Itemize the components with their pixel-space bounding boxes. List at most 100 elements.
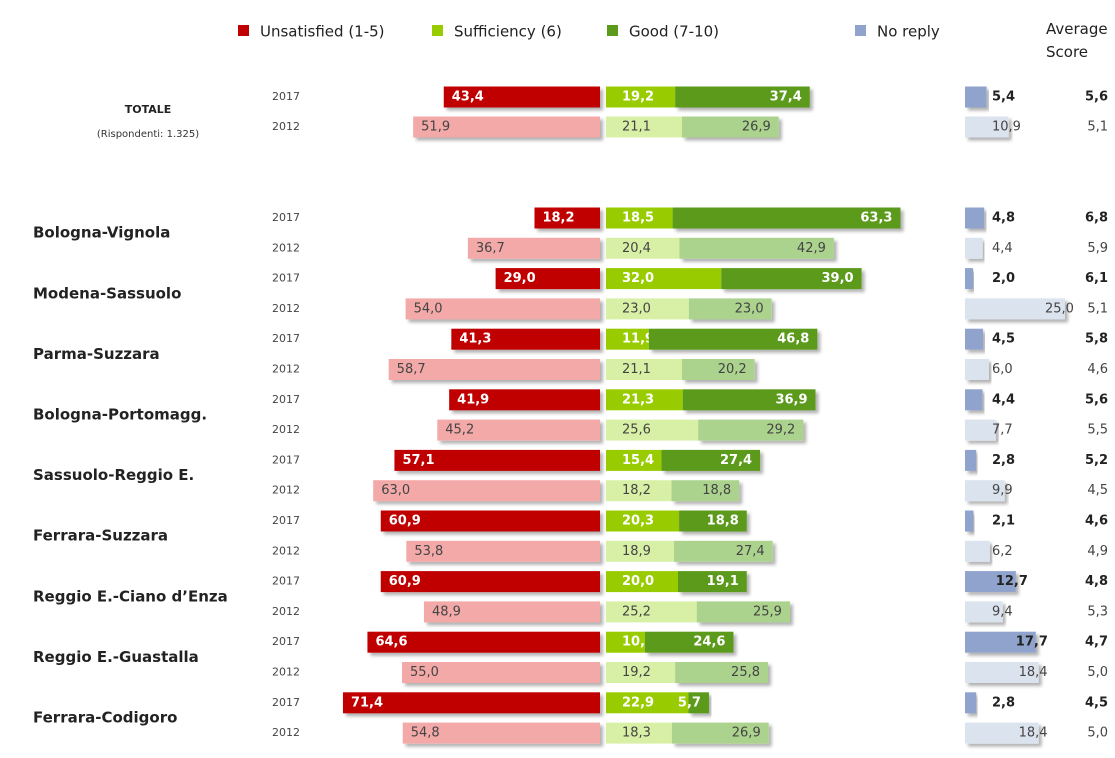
legend-label: Unsatisfied (1-5) xyxy=(260,23,385,41)
group-note: (Rispondenti: 1.325) xyxy=(97,129,199,140)
value-label: 32,0 xyxy=(622,271,654,286)
bar xyxy=(449,389,600,411)
group-label: Reggio E.-Guastalla xyxy=(33,648,199,666)
year-label: 2017 xyxy=(272,696,300,709)
bar xyxy=(965,86,987,108)
value-label: 43,4 xyxy=(452,90,484,105)
value-label: 10,9 xyxy=(992,120,1021,135)
average-score: 4,7 xyxy=(1085,635,1108,650)
value-label: 5,7 xyxy=(678,695,701,710)
value-label: 23,0 xyxy=(622,301,651,316)
bar xyxy=(394,449,600,471)
average-score: 5,6 xyxy=(1085,392,1108,407)
legend-label: Sufficiency (6) xyxy=(454,23,562,41)
value-label: 9,4 xyxy=(992,604,1013,619)
bar xyxy=(606,662,676,683)
bar xyxy=(451,328,600,350)
average-score: 6,1 xyxy=(1085,271,1108,286)
bar xyxy=(423,601,600,623)
value-label: 27,4 xyxy=(720,453,752,468)
bar xyxy=(402,662,600,683)
bar xyxy=(406,540,600,562)
average-title: Average Score xyxy=(1046,20,1108,61)
bar xyxy=(606,207,673,229)
value-label: 18,9 xyxy=(622,544,651,559)
value-label: 18,3 xyxy=(622,726,651,741)
average-score: 5,9 xyxy=(1087,241,1108,256)
bar xyxy=(373,480,600,502)
value-label: 29,0 xyxy=(504,271,536,286)
average-score: 5,2 xyxy=(1085,453,1108,468)
value-label: 20,3 xyxy=(622,514,654,529)
year-label: 2017 xyxy=(272,453,300,466)
year-label: 2017 xyxy=(272,211,300,224)
bar xyxy=(606,631,645,653)
value-label: 53,8 xyxy=(414,544,443,559)
bar xyxy=(965,298,1065,320)
average-score: 5,1 xyxy=(1087,120,1108,135)
value-label: 2,8 xyxy=(992,453,1015,468)
bar xyxy=(367,631,600,653)
bar xyxy=(674,540,773,562)
bar xyxy=(413,116,600,138)
bar xyxy=(688,692,709,714)
value-label: 41,9 xyxy=(457,392,489,407)
bar xyxy=(606,449,662,471)
average-score: 4,8 xyxy=(1085,574,1108,589)
bar xyxy=(437,419,600,441)
bar xyxy=(606,268,722,290)
value-label: 36,7 xyxy=(476,241,505,256)
bar xyxy=(342,692,600,714)
bar xyxy=(965,601,1003,623)
average-score: 6,8 xyxy=(1085,211,1108,226)
bar xyxy=(965,207,985,229)
bar xyxy=(467,237,600,259)
value-label: 25,9 xyxy=(753,604,782,619)
bar xyxy=(405,298,600,320)
bar xyxy=(606,328,649,350)
bar xyxy=(388,359,600,380)
group-label: Sassuolo-Reggio E. xyxy=(33,466,194,484)
group-label: Ferrara-Codigoro xyxy=(33,708,177,726)
value-label: 7,7 xyxy=(992,423,1013,438)
year-label: 2012 xyxy=(272,120,300,133)
value-label: 21,3 xyxy=(622,392,654,407)
average-score: 5,0 xyxy=(1087,726,1108,741)
legend-swatch xyxy=(855,25,866,36)
value-label: 27,4 xyxy=(736,544,765,559)
bar xyxy=(965,722,1039,744)
value-label: 63,3 xyxy=(860,211,892,226)
average-score: 4,9 xyxy=(1087,544,1108,559)
bar xyxy=(671,722,769,744)
bar xyxy=(606,116,682,138)
value-label: 60,9 xyxy=(389,574,421,589)
bar xyxy=(606,389,683,411)
value-label: 21,1 xyxy=(622,362,651,377)
average-score: 5,3 xyxy=(1087,604,1108,619)
group-label: Bologna-Vignola xyxy=(33,224,170,242)
bar xyxy=(965,631,1036,653)
year-label: 2012 xyxy=(272,363,300,376)
bar xyxy=(644,631,734,653)
legend-swatch xyxy=(607,25,618,36)
bar xyxy=(606,480,672,502)
value-label: 64,6 xyxy=(375,635,407,650)
bar xyxy=(965,540,990,562)
value-label: 25,8 xyxy=(731,665,760,680)
bar xyxy=(965,237,983,259)
bar xyxy=(696,601,790,623)
value-label: 46,8 xyxy=(777,332,809,347)
bar xyxy=(661,449,761,471)
average-score: 5,5 xyxy=(1087,423,1108,438)
value-label: 24,6 xyxy=(693,635,725,650)
legend-label: No reply xyxy=(877,23,940,41)
value-label: 25,2 xyxy=(622,604,651,619)
bar xyxy=(671,480,740,502)
bar xyxy=(606,359,682,380)
bar xyxy=(380,571,600,593)
legend-swatch xyxy=(238,25,249,36)
year-label: 2012 xyxy=(272,302,300,315)
group-label: Ferrara-Suzzara xyxy=(33,527,168,545)
value-label: 58,7 xyxy=(397,362,426,377)
bar xyxy=(606,722,672,744)
